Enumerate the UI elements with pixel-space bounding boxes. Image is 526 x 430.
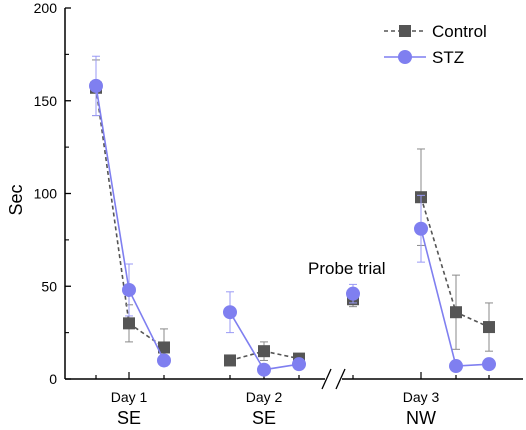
data-point-square (123, 317, 135, 330)
series-line (420, 228, 490, 367)
data-point-circle (346, 286, 360, 301)
x-day-label: Day 2 (246, 389, 283, 405)
data-point-circle (257, 362, 271, 377)
data-point-square (450, 306, 462, 319)
series-line (229, 311, 300, 371)
x-group-label: NW (406, 408, 436, 428)
legend-marker-circle (398, 50, 412, 64)
probe-trial-annotation: Probe trial (308, 259, 385, 278)
series-control (90, 59, 495, 367)
x-day-label: Day 1 (111, 389, 148, 405)
data-point-circle (414, 221, 428, 236)
series-stz (89, 55, 496, 377)
axis-break-marker (321, 368, 346, 390)
y-tick-label: 200 (34, 0, 58, 16)
data-point-square (483, 321, 495, 334)
y-axis-label: Sec (6, 184, 26, 215)
x-ticks: Day 1 SE Day 2 SE Day 3 NW (95, 372, 490, 428)
legend-label: STZ (432, 48, 464, 67)
x-day-label: Day 3 (403, 389, 440, 405)
data-point-square (258, 345, 270, 358)
x-group-label: SE (117, 408, 141, 428)
x-group-label: SE (252, 408, 276, 428)
y-tick-label: 150 (34, 93, 58, 109)
y-tick-label: 50 (41, 278, 57, 294)
data-point-circle (292, 357, 306, 372)
data-point-circle (157, 353, 171, 368)
data-point-circle (449, 359, 463, 374)
data-point-circle (122, 282, 136, 297)
series-line (95, 87, 165, 349)
y-tick-label: 0 (49, 371, 57, 387)
legend: Control STZ (384, 22, 487, 67)
data-point-circle (223, 305, 237, 320)
data-point-square (224, 354, 236, 367)
data-point-square (158, 341, 170, 354)
data-point-circle (482, 357, 496, 372)
series-layer (89, 55, 496, 377)
y-ticks: 0 50 100 150 200 (34, 0, 71, 387)
y-tick-label: 100 (34, 186, 58, 202)
legend-marker-square (399, 25, 411, 37)
legend-label: Control (432, 22, 487, 41)
data-point-circle (89, 78, 103, 93)
